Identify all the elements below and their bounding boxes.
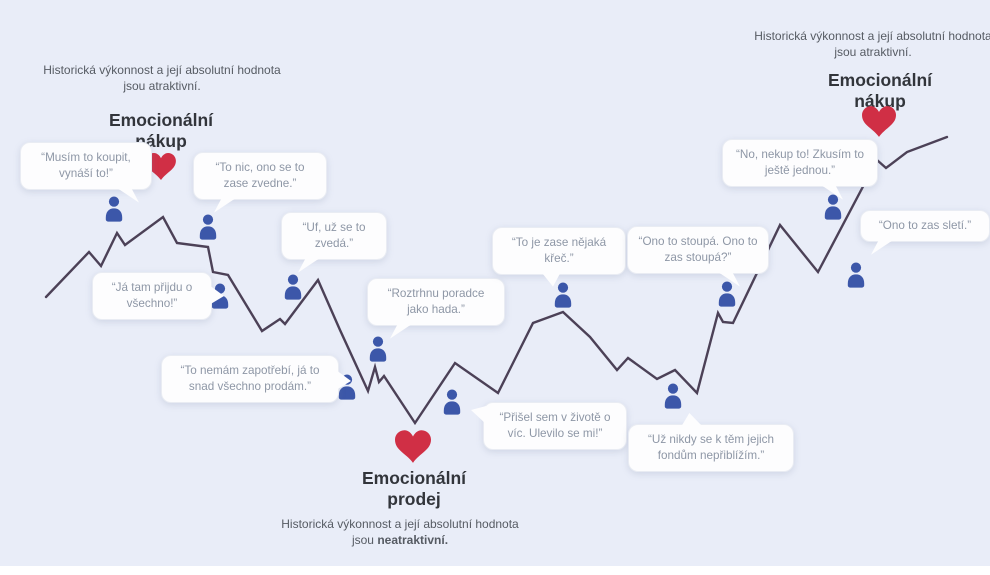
speech-bubble: “Už nikdy se k těm jejich fondům nepřibl… (628, 413, 794, 472)
speech-bubble-text: “Roztrhnu poradce jako hada.” (387, 287, 485, 316)
speech-bubble-text: “Já tam přijdu o všechno!” (111, 281, 193, 310)
speech-bubble: “Roztrhnu poradce jako hada.” (367, 278, 505, 339)
speech-bubble-text: “To nic, ono se to zase zvedne.” (215, 161, 305, 190)
speech-bubble-text: “Musím to koupit, vynáší to!” (41, 151, 131, 180)
person-icon (846, 262, 866, 288)
market-curve-line (44, 135, 949, 426)
speech-bubble-text: “Přišel sem v životě o víc. Ulevilo se m… (499, 411, 611, 440)
title-emotional-buy-right: Emocionální nákup (827, 70, 933, 111)
speech-bubble: “To je zase nějaká křeč.” (492, 227, 626, 287)
annotation-bottom: Historická výkonnost a její absolutní ho… (280, 516, 520, 548)
person-icon (717, 281, 737, 307)
heart-icon (395, 430, 431, 463)
annotation-top-left: Historická výkonnost a její absolutní ho… (43, 63, 281, 94)
speech-bubble: “Uf, už se to zvedá.” (281, 212, 387, 273)
speech-bubble-text: “Uf, už se to zvedá.” (302, 221, 366, 250)
person-icon (442, 389, 462, 415)
speech-bubble-text: “To je zase nějaká křeč.” (511, 236, 607, 265)
speech-bubble-text: “No, nekup to! Zkusím to ještě jednou.” (736, 148, 864, 177)
speech-bubble-text: “To nemám zapotřebí, já to snad všechno … (180, 364, 320, 393)
speech-bubble: “No, nekup to! Zkusím to ještě jednou.” (722, 139, 878, 200)
bottom-white-strip (0, 566, 990, 575)
person-icon (198, 214, 218, 240)
speech-bubble: “Ono to stoupá. Ono to zas stoupá?” (627, 226, 769, 287)
person-icon (663, 383, 683, 409)
speech-bubble-text: “Už nikdy se k těm jejich fondům nepřibl… (647, 433, 774, 462)
speech-bubble-text: “Ono to zas sletí.” (878, 219, 972, 232)
annotation-bottom-bold: neatraktivní. (377, 533, 449, 548)
speech-bubble: “Přišel sem v životě o víc. Ulevilo se m… (471, 402, 627, 450)
annotation-top-right: Historická výkonnost a její absolutní ho… (754, 29, 990, 60)
speech-bubble-text: “Ono to stoupá. Ono to zas stoupá?” (638, 235, 758, 264)
person-icon (823, 194, 843, 220)
speech-bubble: “Ono to zas sletí.” (860, 210, 990, 255)
speech-bubble: “Já tam přijdu o všechno!” (92, 272, 224, 320)
heart-icon (862, 106, 896, 137)
annotation-bottom-text: Historická výkonnost a její absolutní ho… (281, 517, 519, 548)
speech-bubble: “To nic, ono se to zase zvedne.” (193, 152, 327, 213)
person-icon (553, 282, 573, 308)
heart-icon (146, 153, 176, 180)
title-emotional-sell: Emocionální prodej (361, 468, 467, 509)
person-icon (368, 336, 388, 362)
speech-bubble: “Musím to koupit, vynáší to!” (20, 142, 152, 203)
person-icon (104, 196, 124, 222)
person-icon (283, 274, 303, 300)
speech-bubble: “To nemám zapotřebí, já to snad všechno … (161, 355, 351, 403)
